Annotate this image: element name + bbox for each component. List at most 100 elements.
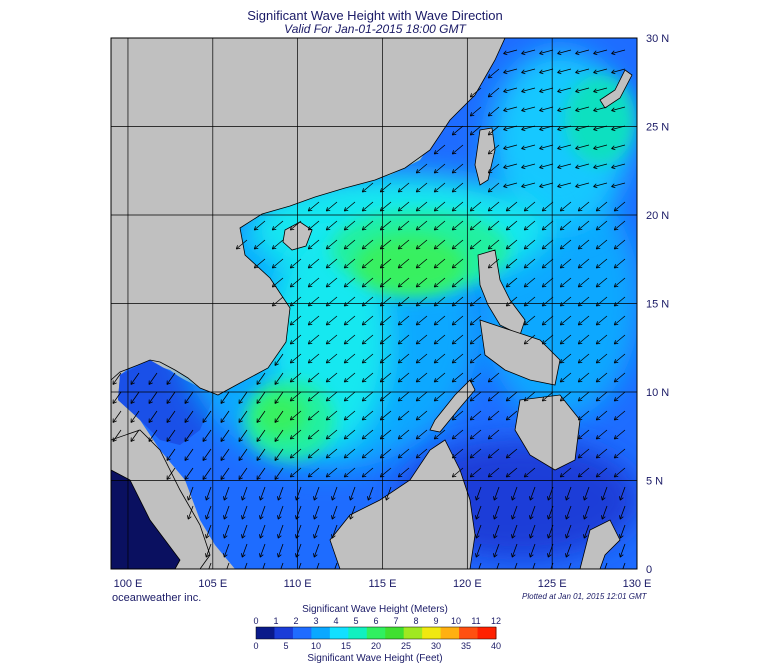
wave-arrow-head [595,454,598,459]
wave-arrow-head [272,266,277,269]
colorbar-tick-feet: 35 [460,641,472,651]
colorbar-segment [292,627,312,639]
wave-arrow [488,239,500,250]
wave-arrow [614,448,626,459]
wave-arrow [290,467,302,478]
wave-arrow-head [361,207,364,212]
wave-arrow [308,334,320,345]
wave-arrow-head [493,534,495,539]
wave-arrow-head [344,399,349,402]
wave-arrow-head [475,516,480,520]
lon-tick-label: 110 E [284,578,312,590]
wave-arrow [452,220,464,231]
wave-arrow [398,391,410,402]
wave-arrow-head [220,401,225,404]
wave-arrow-head [529,515,531,520]
wave-arrow-head [547,535,552,539]
wave-arrow-head [362,228,367,231]
lon-tick-label: 125 E [538,578,567,590]
wave-arrow [503,182,518,188]
wave-arrow [578,258,590,269]
wave-arrow [380,201,392,212]
wave-arrow-head [596,342,601,345]
wave-arrow-head [560,361,565,364]
wave-arrow-head [434,152,439,155]
wave-arrow [557,68,572,74]
wave-arrow-head [503,88,507,92]
wave-arrow-head [289,378,292,383]
wave-arrow-head [253,264,256,269]
wave-arrow [524,315,536,326]
wave-arrow [452,410,464,421]
wave-arrow [452,125,464,136]
wave-arrow-head [523,302,526,307]
wave-arrow [416,334,428,345]
wave-arrow-head [241,554,246,558]
wave-arrow-head [577,264,580,269]
wave-arrow [503,144,518,150]
wave-arrow-head [397,473,400,478]
wave-arrow [362,277,374,288]
wave-arrow-head [274,363,279,366]
wave-arrow-head [205,515,207,520]
wave-arrow-head [577,207,580,212]
wave-arrow-head [611,164,615,168]
wave-arrow [532,562,536,569]
land-taiwan [474,127,496,186]
wave-arrow-head [313,572,314,576]
wave-arrow [578,201,590,212]
wave-arrow-head [380,266,385,269]
wave-arrow [542,391,554,402]
wave-arrow-head [613,378,616,383]
wave-arrow-head [415,454,418,459]
wave-arrow-head [593,129,598,132]
wave-arrow [488,163,500,174]
wave-arrow [290,353,302,364]
wave-arrow-head [529,535,534,539]
wave-arrow-head [469,112,472,117]
wave-arrow-head [503,129,508,132]
wave-arrow-head [295,572,296,576]
wave-arrow-head [503,50,507,54]
wave-arrow-head [475,515,477,520]
wave-arrow-head [398,456,403,459]
wave-arrow-head [557,164,561,168]
wave-arrow-head [506,285,511,288]
wave-arrow-head [541,207,544,212]
wave-arrow-head [557,167,562,170]
wave-arrow-head [487,397,490,402]
wave-arrow-head [452,285,457,288]
wave-arrow-head [452,247,457,250]
wave-arrow-head [343,473,346,478]
wave-arrow-head [578,437,583,440]
wave-arrow-head [529,572,530,576]
wave-arrow-head [539,91,544,94]
wave-arrow-head [547,516,552,520]
wave-arrow-head [361,359,364,364]
wave-arrow [493,486,500,501]
wave-arrow-head [308,399,313,402]
wave-arrow-head [557,129,562,132]
wave-arrow-head [506,304,511,307]
wave-arrow-head [325,435,328,440]
wave-arrow-head [577,454,580,459]
wave-arrow-head [488,76,493,79]
wave-arrow-head [223,554,228,558]
wave-arrow-head [289,454,292,459]
wave-arrow [506,239,518,250]
wave-arrow [362,467,374,478]
wave-arrow-head [506,418,511,421]
wave-arrow [488,429,500,440]
wave-arrow [452,429,464,440]
wave-arrow-head [541,283,544,288]
wave-arrow-head [596,399,601,402]
wave-arrow-head [619,515,621,520]
wave-arrow [416,448,428,459]
wave-arrow-head [325,416,328,421]
wave-arrow-head [344,437,349,440]
wave-arrow [596,296,608,307]
wave-arrow [434,239,446,250]
wave-arrow [557,106,572,112]
wave-arrow [496,562,500,569]
